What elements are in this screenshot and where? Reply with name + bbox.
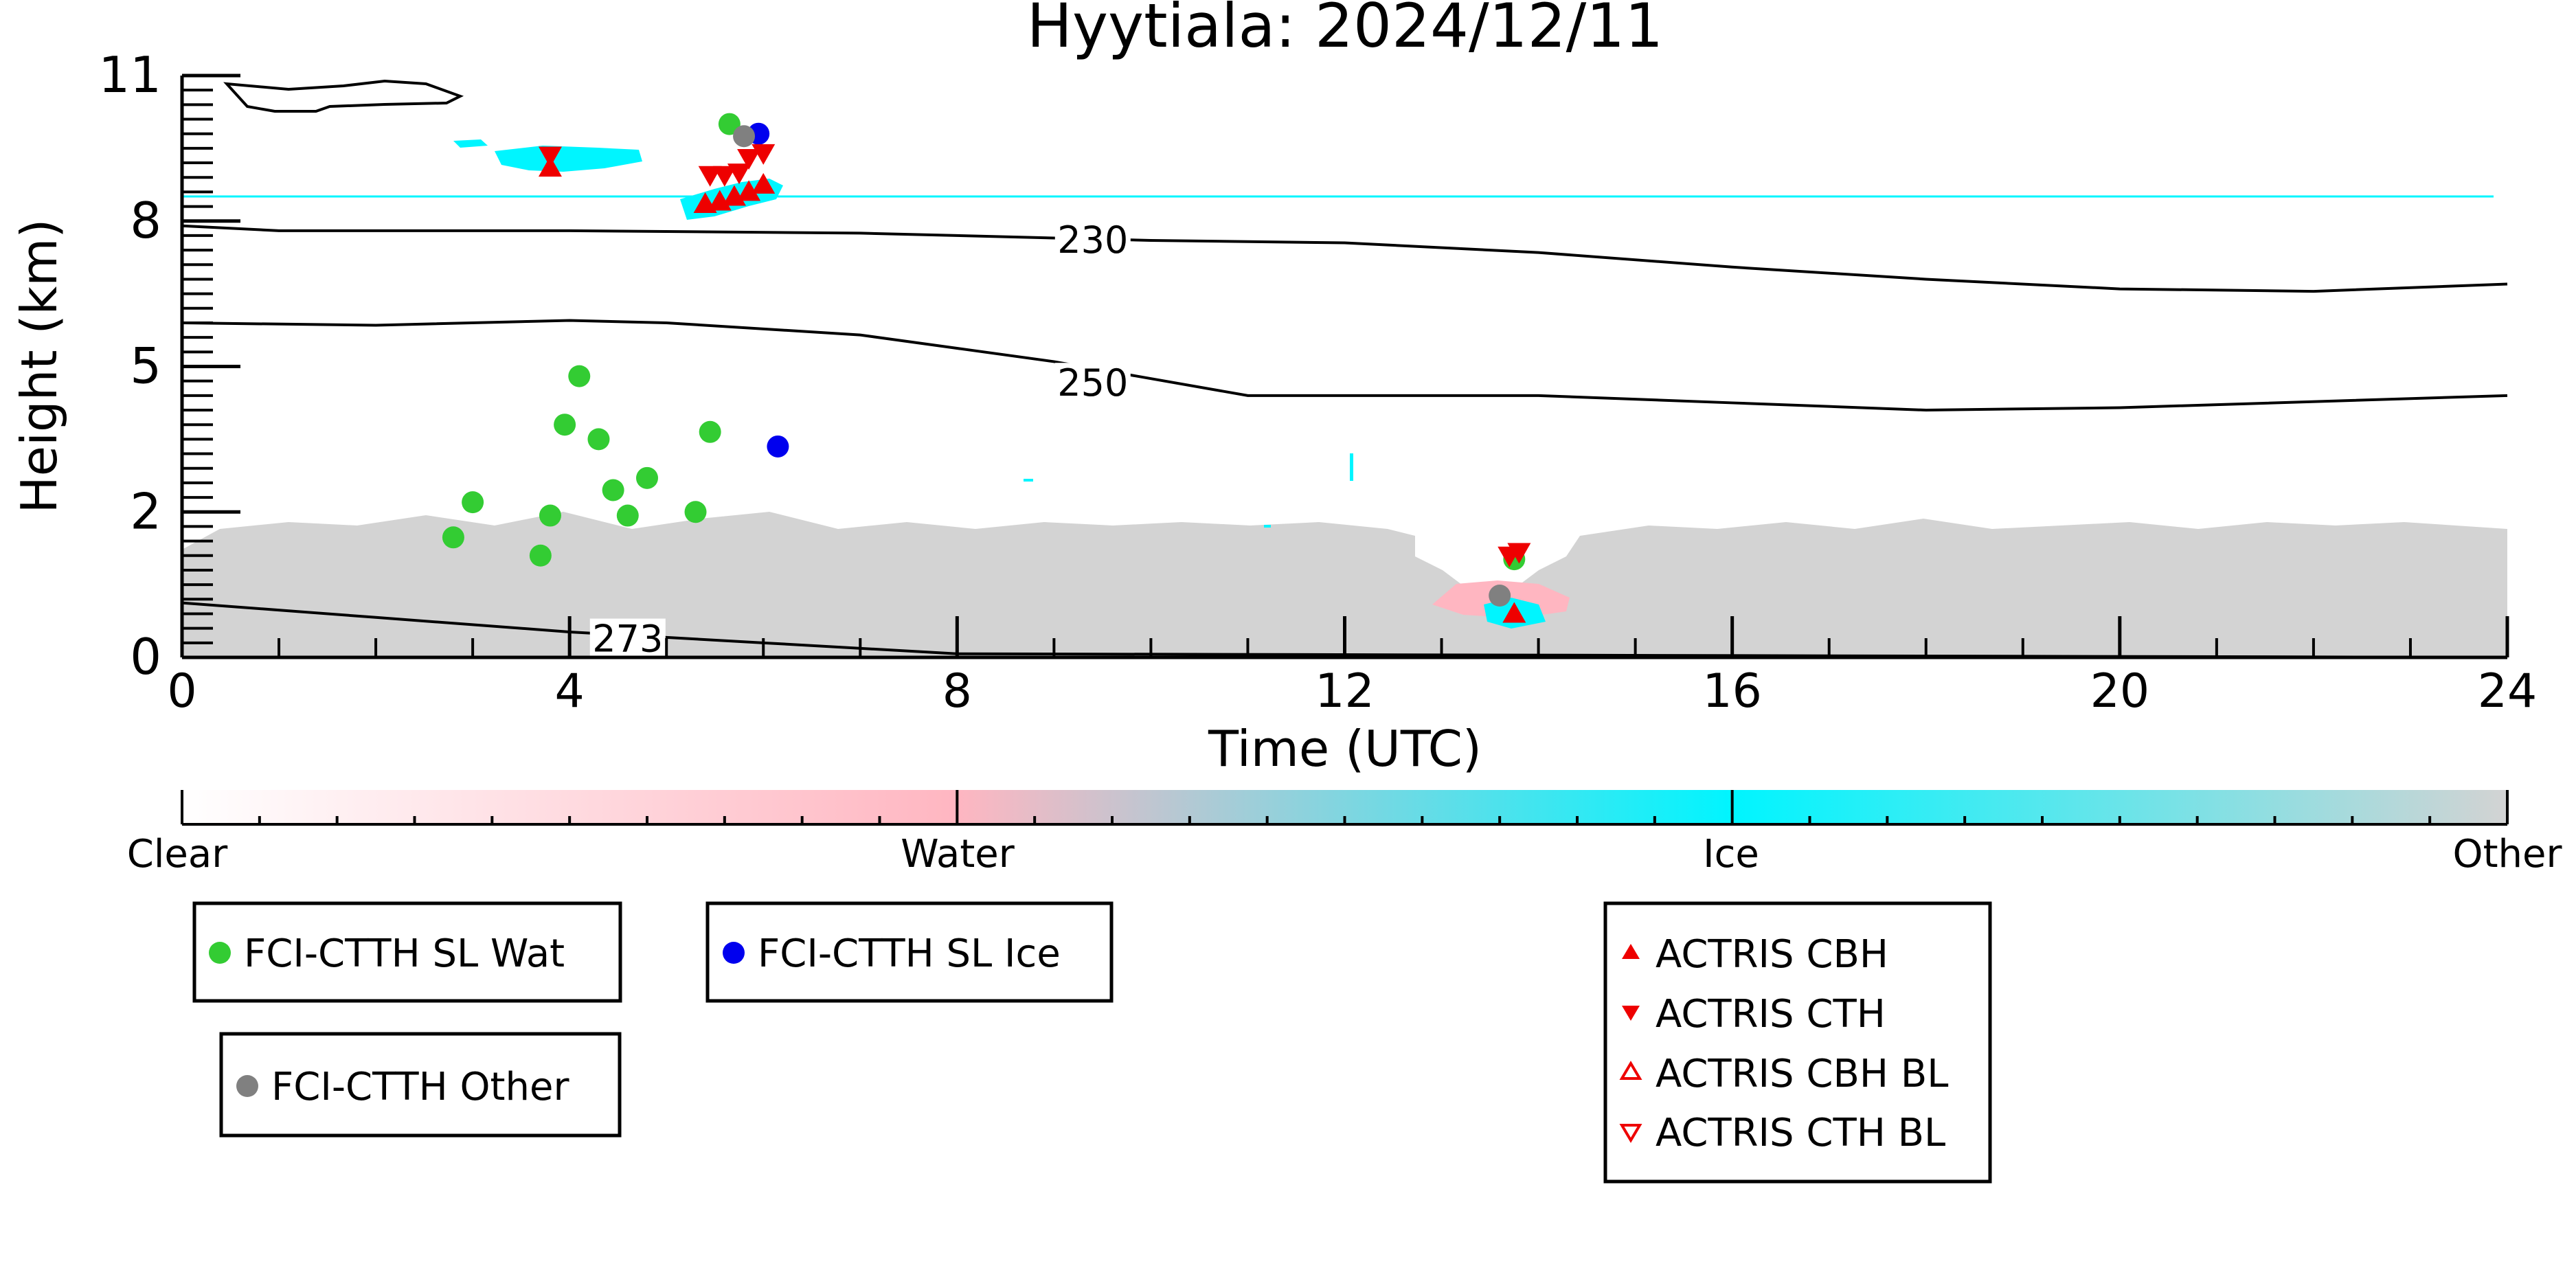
legend-label-sl-ice: FCI-CTTH SL Ice	[758, 931, 1061, 976]
x-tick-label: 24	[2478, 664, 2538, 719]
x-tick-label: 20	[2090, 664, 2150, 719]
y-tick-label: 8	[130, 192, 161, 249]
legend-marker-sl-wat	[209, 942, 231, 964]
legend-marker-cbh	[1622, 944, 1640, 959]
legend-box	[1603, 901, 1992, 1184]
legend-box	[705, 901, 1114, 1003]
ice-speck-1	[1350, 453, 1353, 481]
marker-fci-ctth-sl-wat	[554, 414, 576, 436]
marker-actris-cbh	[737, 180, 761, 201]
temperature-contours: 230 250 273	[181, 218, 2508, 661]
marker-fci-ctth-sl-wat	[539, 504, 561, 527]
colorbar-label-ice: Ice	[1703, 832, 1759, 877]
marker-actris-cbh	[752, 172, 776, 194]
contour-230	[181, 224, 2508, 293]
chart-title: Hyytiala: 2024/12/11	[1027, 0, 1663, 61]
marker-fci-ctth-sl-wat	[442, 526, 464, 549]
legend-ice: FCI-CTTH SL Ice	[705, 901, 1114, 1003]
y-axis-ticks: 0 2 5 8 11	[98, 46, 240, 686]
legend-actris: ACTRIS CBH ACTRIS CTH ACTRIS CBH BL ACTR…	[1603, 901, 1992, 1184]
marker-actris-cth	[712, 166, 736, 187]
marker-fci-ctth-sl-wat	[699, 420, 721, 443]
marker-fci-ctth-sl-wat	[587, 428, 610, 451]
legend-marker-sl-ice	[723, 942, 745, 964]
legend-water: FCI-CTTH SL Wat	[192, 901, 622, 1003]
ice-patch-high-1	[495, 146, 642, 172]
legend-marker-other	[236, 1075, 258, 1097]
y-tick-label: 11	[98, 46, 161, 104]
marker-actris-cth	[1507, 543, 1531, 564]
other-band-right	[1566, 519, 2507, 657]
contour-label-bg	[1054, 363, 1131, 401]
y-tick-label: 0	[130, 628, 161, 686]
marker-fci-ctth-sl-ice	[767, 435, 789, 457]
marker-fci-ctth-sl-wat	[462, 491, 484, 514]
marker-fci-ctth-sl-wat	[568, 365, 591, 387]
legend-label-other: FCI-CTTH Other	[271, 1065, 569, 1109]
legend-label-cbh-bl: ACTRIS CBH BL	[1656, 1052, 1948, 1096]
legend-box	[192, 901, 622, 1003]
marker-actris-cth	[538, 146, 562, 168]
y-tick-label: 2	[130, 482, 161, 540]
y-axis-label: Height (km)	[10, 219, 68, 514]
legend-label-cth: ACTRIS CTH	[1656, 992, 1886, 1037]
marker-actris-cbh	[1502, 602, 1526, 623]
marker-actris-cth	[727, 163, 751, 185]
colorbar-label-clear: Clear	[127, 832, 228, 877]
contour-label: 250	[1057, 361, 1128, 405]
legend-marker-cth-bl	[1619, 1124, 1642, 1143]
colorbar-label-water: Water	[901, 832, 1015, 877]
legend-label-sl-wat: FCI-CTTH SL Wat	[244, 931, 565, 976]
ice-patch-high-3	[453, 139, 488, 148]
marker-fci-ctth-sl-wat	[616, 504, 639, 527]
ice-speck-2	[1024, 479, 1033, 482]
marker-fci-ctth-sl-wat	[636, 466, 658, 489]
ice-speck-3	[1264, 525, 1271, 528]
colorbar: Clear Water Ice Other	[127, 790, 2562, 877]
marker-fci-ctth-sl-wat	[602, 479, 624, 501]
x-tick-label: 0	[167, 664, 196, 719]
contour-label-bg	[589, 618, 666, 657]
x-tick-label: 16	[1702, 664, 1762, 719]
contour-label: 273	[592, 618, 663, 661]
marker-fci-ctth-sl-wat	[684, 501, 707, 523]
contour-label-bg	[1054, 219, 1131, 258]
marker-fci-ctth-other	[1489, 585, 1511, 607]
marker-actris-cth	[752, 144, 776, 165]
legend-marker-cbh-bl	[1619, 1061, 1642, 1080]
marker-fci-ctth-other	[733, 125, 756, 148]
data-markers	[442, 113, 1531, 623]
y-tick-label: 5	[130, 337, 161, 395]
colorbar-label-other: Other	[2452, 832, 2562, 877]
x-axis-ticks: 0 4 8 12 16 20 24	[167, 616, 2537, 719]
legend-box	[219, 1032, 622, 1138]
legend-label-cbh: ACTRIS CBH	[1656, 932, 1888, 977]
x-tick-label: 4	[555, 664, 585, 719]
contour-label: 230	[1057, 218, 1128, 262]
legend-other: FCI-CTTH Other	[219, 1032, 622, 1138]
legend-label-cth-bl: ACTRIS CTH BL	[1656, 1111, 1945, 1155]
plot-area: 230 250 273 0 4 8 12 16 20 24 0 2 5 8 11	[98, 46, 2537, 719]
contour-250	[181, 319, 2508, 412]
x-axis-label: Time (UTC)	[1208, 720, 1482, 778]
x-tick-label: 12	[1315, 664, 1375, 719]
marker-fci-ctth-sl-wat	[529, 544, 552, 567]
high-cloud-outline	[223, 79, 464, 113]
contour-273	[181, 601, 2508, 659]
x-tick-label: 8	[942, 664, 972, 719]
marker-actris-cth	[737, 148, 761, 170]
marker-fci-ctth-sl-wat	[718, 113, 741, 135]
colorbar-ticks	[181, 790, 2509, 824]
legend-marker-cth	[1622, 1006, 1640, 1021]
lidar-other-band	[182, 79, 2507, 657]
other-band-left	[182, 512, 1415, 657]
